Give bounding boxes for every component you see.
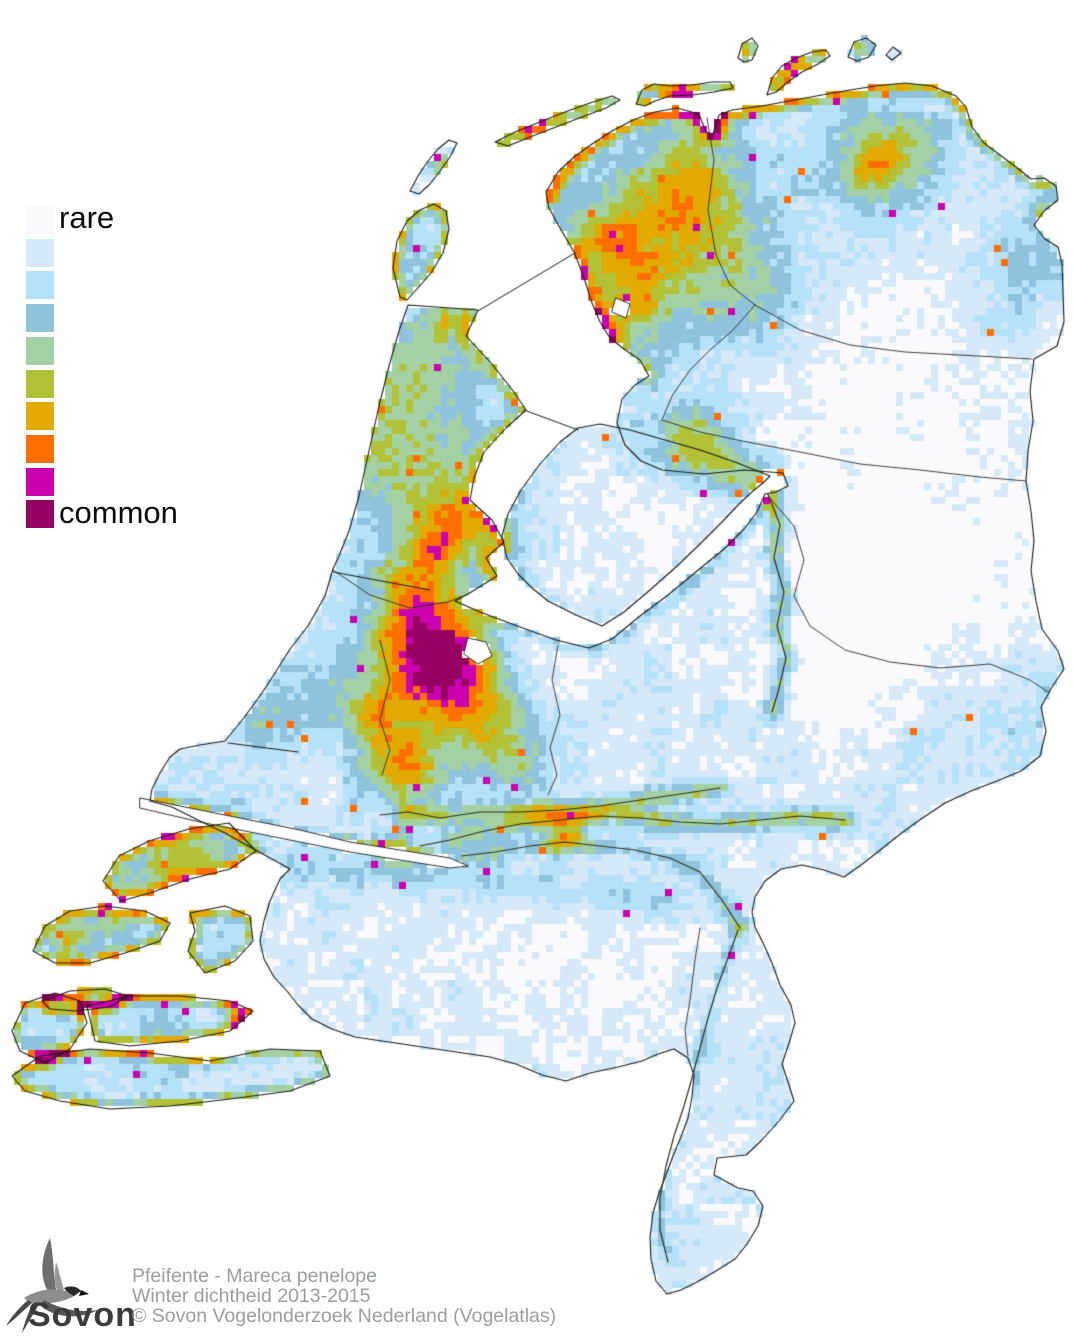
map-credits: Pfeifente - Mareca penelope Winter dicht… — [132, 1266, 556, 1326]
legend-label-common: common — [59, 495, 178, 530]
sovon-logo-text: Sovon — [28, 1296, 137, 1334]
legend-swatch — [26, 336, 54, 365]
species-title: Pfeifente - Mareca penelope — [132, 1265, 377, 1287]
legend-swatch — [26, 402, 54, 431]
legend-swatch — [26, 467, 54, 496]
legend-swatch — [26, 206, 54, 234]
copyright-line: © Sovon Vogelonderzoek Nederland (Vogela… — [132, 1305, 557, 1327]
legend-swatch — [26, 271, 54, 300]
legend-swatch — [26, 369, 54, 398]
legend-swatch — [26, 238, 54, 267]
sovon-swallow-icon — [6, 1238, 98, 1333]
map-subtitle: Winter dichtheid 2013-2015 — [132, 1285, 371, 1307]
legend-swatch — [26, 500, 54, 529]
legend-label-rare: rare — [59, 200, 115, 235]
legend-swatch — [26, 304, 54, 333]
legend-swatch — [26, 434, 54, 463]
